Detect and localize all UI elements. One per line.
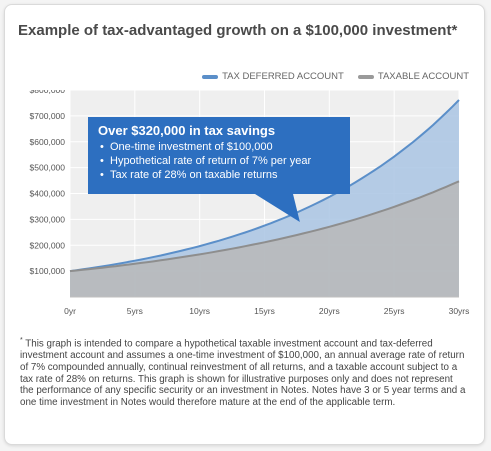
y-tick-label: $300,000 [30,214,66,224]
callout-bullet: Hypothetical rate of return of 7% per ye… [100,154,340,168]
y-tick-label: $500,000 [30,163,66,173]
x-tick-label: 10yrs [189,306,210,316]
x-tick-label: 15yrs [254,306,275,316]
legend-swatch-tax-deferred [202,74,219,79]
chart-title: Example of tax-advantaged growth on a $1… [18,22,458,39]
legend-swatch-taxable [357,74,374,79]
x-tick-label: 0yr [64,306,76,316]
footnote-asterisk: * [20,337,23,344]
y-tick-label: $600,000 [30,137,66,147]
x-tick-label: 25yrs [384,306,405,316]
x-tick-label: 20yrs [319,306,340,316]
y-tick-label: $700,000 [30,111,66,121]
footnote-text: This graph is intended to compare a hypo… [20,338,466,409]
line-tax-deferred [69,99,460,273]
chart-legend: TAX DEFERRED ACCOUNT TAXABLE ACCOUNT [202,71,469,82]
callout-bullet: Tax rate of 28% on taxable returns [100,168,340,182]
callout-bullets: One-time investment of $100,000 Hypothet… [98,140,340,182]
legend-item-taxable: TAXABLE ACCOUNT [357,71,469,82]
footnote: * This graph is intended to compare a hy… [20,335,466,409]
callout-bullet: One-time investment of $100,000 [100,140,340,154]
area-taxable [70,181,459,297]
x-tick-label: 5yrs [127,306,143,316]
legend-label-taxable: TAXABLE ACCOUNT [377,71,469,82]
legend-item-tax-deferred: TAX DEFERRED ACCOUNT [202,71,344,82]
tax-savings-callout: Over $320,000 in tax savings One-time in… [88,117,350,194]
legend-label-tax-deferred: TAX DEFERRED ACCOUNT [222,71,344,82]
y-tick-label: $800,000 [30,90,66,95]
x-tick-label: 30yrs [449,306,470,316]
line-taxable [69,180,460,273]
y-tick-label: $200,000 [30,240,66,250]
y-tick-label: $400,000 [30,189,66,199]
y-tick-label: $100,000 [30,266,66,276]
callout-heading: Over $320,000 in tax savings [98,123,276,138]
title-asterisk: * [451,22,458,39]
